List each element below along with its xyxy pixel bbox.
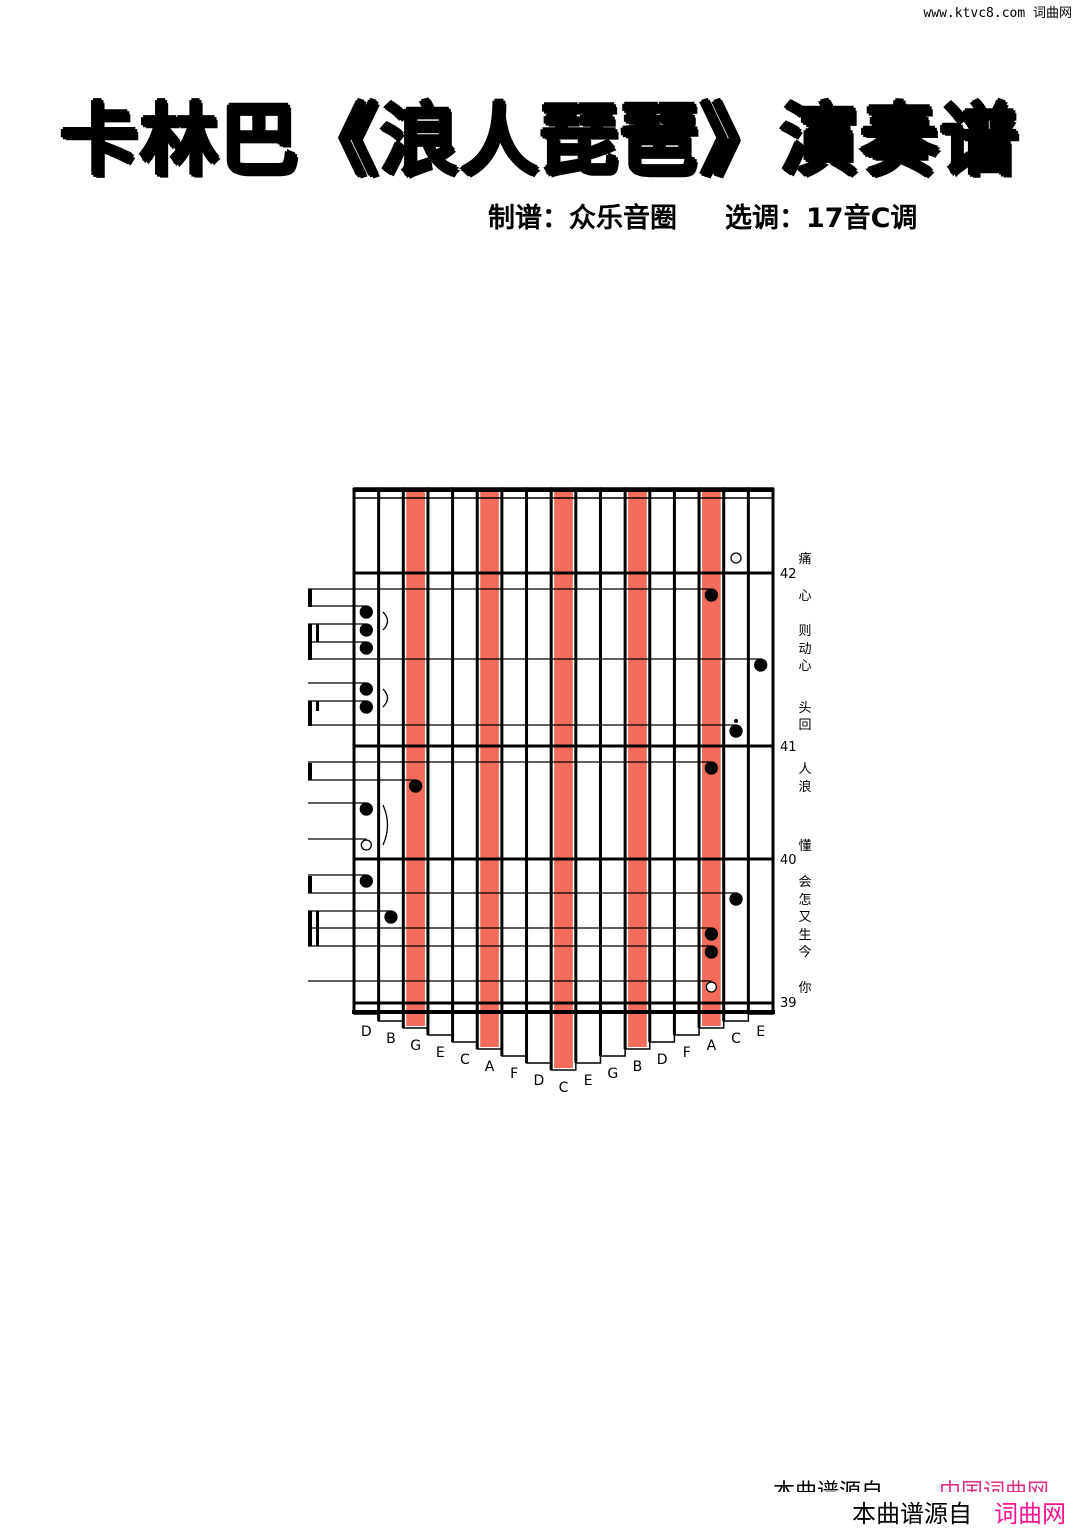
key-label: A xyxy=(707,1038,717,1054)
rhythm-stem xyxy=(308,701,312,726)
quarter-note xyxy=(359,623,373,637)
rhythm-beam xyxy=(316,701,319,711)
quarter-note xyxy=(384,910,398,924)
tine xyxy=(747,487,774,1015)
lyric: 怎 xyxy=(798,893,811,908)
key-label: A xyxy=(485,1059,495,1075)
measure-number: 40 xyxy=(780,853,797,868)
half-note xyxy=(705,981,718,993)
lyric: 又 xyxy=(798,910,811,925)
tie xyxy=(382,611,389,631)
tine-highlight xyxy=(554,492,573,1068)
lyric: 动 xyxy=(798,642,811,657)
quarter-note xyxy=(704,761,719,775)
tine xyxy=(353,487,380,1015)
key-label: E xyxy=(584,1073,593,1089)
quarter-note xyxy=(704,945,719,959)
key-label: F xyxy=(683,1045,691,1061)
key-label: D xyxy=(361,1024,372,1040)
quarter-note xyxy=(359,874,373,888)
key-label: D xyxy=(657,1052,668,1068)
tine xyxy=(599,487,626,1057)
key-label: G xyxy=(607,1066,618,1082)
key-label: E xyxy=(756,1024,765,1040)
quarter-note xyxy=(704,588,719,602)
lyric: 你 xyxy=(798,981,811,996)
quarter-note xyxy=(359,605,373,619)
lyric: 心 xyxy=(798,659,811,674)
quarter-note xyxy=(359,700,373,714)
lyric: 今 xyxy=(798,944,811,960)
quarter-note xyxy=(754,658,768,672)
half-note xyxy=(730,552,742,564)
footer-link[interactable]: 词曲网 xyxy=(994,1500,1066,1528)
site-watermark: www.ktvc8.com 词曲网 xyxy=(923,6,1072,21)
lyric: 头 xyxy=(798,701,811,716)
lyric: 心 xyxy=(798,589,811,604)
key-label: C xyxy=(731,1031,741,1047)
key-label: B xyxy=(386,1031,396,1047)
key-label: B xyxy=(633,1059,643,1075)
rhythm-stem xyxy=(308,876,312,893)
quarter-note xyxy=(359,682,373,696)
measure-number: 41 xyxy=(780,740,797,755)
octave-dot xyxy=(734,719,739,723)
tine xyxy=(575,487,602,1064)
rhythm-beam xyxy=(316,911,319,946)
top-bar xyxy=(354,488,773,492)
quarter-note xyxy=(704,927,719,941)
quarter-note xyxy=(359,641,373,655)
footer-text: 本曲谱源自 xyxy=(773,1480,883,1492)
lyric: 痛 xyxy=(798,551,811,567)
tine xyxy=(377,487,405,1022)
quarter-note xyxy=(729,724,743,738)
tine xyxy=(649,487,676,1043)
lyric: 回 xyxy=(798,718,811,733)
rhythm-beam xyxy=(316,624,319,642)
quarter-note xyxy=(729,892,743,906)
footer-text: 本曲谱源自 xyxy=(852,1500,972,1528)
rhythm-stem xyxy=(308,589,312,607)
tie xyxy=(382,804,389,846)
key-label: C xyxy=(559,1080,569,1096)
bottom-bar xyxy=(352,1010,775,1014)
key-label: G xyxy=(410,1038,421,1054)
tine-highlight xyxy=(480,492,499,1047)
tine xyxy=(451,487,478,1043)
rhythm-stem xyxy=(308,624,312,660)
lyric: 生 xyxy=(798,928,811,943)
quarter-note xyxy=(408,779,423,793)
lyric: 懂 xyxy=(798,839,811,854)
quarter-note xyxy=(359,802,373,816)
tine-highlight xyxy=(628,492,647,1047)
key-label: F xyxy=(510,1066,518,1082)
key-label: E xyxy=(436,1045,445,1061)
tine xyxy=(722,487,750,1022)
key-signature: 选调：17音C调 xyxy=(725,203,918,234)
key-label: D xyxy=(533,1073,544,1089)
arranger: 制谱：众乐音圈 xyxy=(488,203,677,234)
lyric: 则 xyxy=(798,624,811,639)
credits: 制谱：众乐音圈 选调：17音C调 xyxy=(488,196,917,235)
rhythm-stem xyxy=(308,911,312,946)
footer-source: 本曲谱源自 词曲网 xyxy=(852,1494,1066,1529)
lyric: 人 xyxy=(798,762,811,777)
half-note xyxy=(360,839,372,851)
measure-number: 42 xyxy=(780,567,797,582)
page-title: 卡林巴《浪人琵琶》演奏谱 xyxy=(59,96,1020,186)
measure-number: 39 xyxy=(780,996,797,1011)
lyric: 浪 xyxy=(798,780,811,795)
key-label: C xyxy=(460,1052,470,1068)
footer-source-clipped: 本曲谱源自 中国词曲网 xyxy=(773,1474,1049,1492)
lyric: 会 xyxy=(798,875,811,890)
rhythm-stem xyxy=(308,763,312,780)
footer-link[interactable]: 中国词曲网 xyxy=(939,1480,1049,1492)
tie xyxy=(382,688,389,708)
